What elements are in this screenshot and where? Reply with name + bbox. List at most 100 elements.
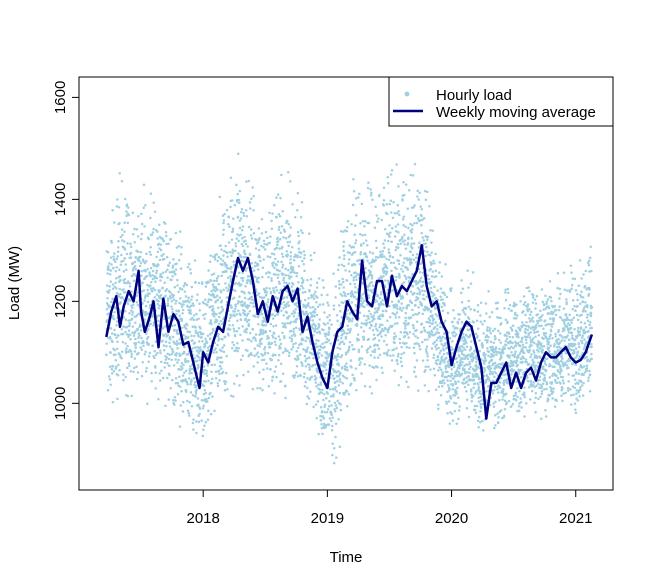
hourly-load-point [308, 378, 312, 382]
hourly-load-point [388, 315, 392, 319]
hourly-load-point [440, 337, 443, 340]
hourly-load-point [335, 374, 339, 378]
hourly-load-point [559, 316, 563, 320]
hourly-load-point [128, 285, 132, 288]
hourly-load-point [284, 305, 288, 309]
hourly-load-point [109, 327, 113, 330]
hourly-load-point [238, 295, 241, 298]
hourly-load-point [460, 321, 464, 324]
hourly-load-point [144, 269, 147, 273]
hourly-load-point [145, 274, 149, 278]
hourly-load-point [564, 313, 568, 316]
hourly-load-point [183, 324, 186, 327]
hourly-load-point [202, 365, 206, 368]
hourly-load-point [284, 347, 287, 351]
hourly-load-point [133, 366, 136, 370]
hourly-load-point [547, 346, 551, 349]
hourly-load-point [242, 260, 246, 263]
hourly-load-point [111, 314, 115, 317]
hourly-load-point [345, 390, 349, 393]
hourly-load-point [435, 362, 439, 366]
hourly-load-point [334, 354, 338, 358]
hourly-load-point [176, 278, 179, 282]
hourly-load-point [131, 262, 135, 265]
hourly-load-point [516, 395, 519, 399]
hourly-load-point [566, 289, 569, 292]
hourly-load-point [542, 327, 545, 331]
hourly-load-point [205, 303, 209, 307]
hourly-load-point [468, 371, 471, 375]
hourly-load-point [282, 314, 285, 317]
hourly-load-point [516, 314, 519, 317]
hourly-load-point [544, 415, 548, 418]
hourly-load-point [437, 385, 441, 388]
hourly-load-point [133, 357, 137, 360]
hourly-load-point [331, 453, 334, 457]
hourly-load-point [294, 326, 298, 329]
hourly-load-point [419, 205, 422, 208]
hourly-load-point [404, 324, 407, 328]
hourly-load-point [355, 388, 358, 392]
hourly-load-point [215, 277, 219, 280]
hourly-load-point [349, 382, 353, 386]
hourly-load-point [463, 370, 467, 373]
hourly-load-point [413, 204, 416, 207]
hourly-load-point [375, 300, 379, 303]
hourly-load-point [157, 314, 161, 317]
hourly-load-point [549, 344, 552, 347]
hourly-load-point [568, 338, 571, 341]
hourly-load-point [307, 301, 310, 305]
hourly-load-point [530, 344, 533, 347]
hourly-load-point [500, 356, 503, 359]
hourly-load-point [159, 279, 162, 282]
hourly-load-point [191, 347, 195, 350]
hourly-load-point [166, 362, 169, 365]
hourly-load-point [376, 366, 379, 369]
hourly-load-point [448, 388, 451, 391]
hourly-load-point [466, 353, 470, 357]
hourly-load-point [109, 383, 112, 386]
hourly-load-point [238, 384, 241, 387]
hourly-load-point [289, 258, 292, 261]
hourly-load-point [125, 268, 128, 271]
hourly-load-point [263, 242, 266, 246]
hourly-load-point [346, 226, 349, 229]
hourly-load-point [244, 317, 248, 321]
hourly-load-point [242, 373, 245, 377]
hourly-load-point [155, 293, 159, 296]
hourly-load-point [232, 217, 235, 220]
hourly-load-point [386, 181, 390, 185]
hourly-load-point [145, 332, 148, 335]
hourly-load-point [571, 308, 574, 311]
hourly-load-point [455, 422, 459, 426]
hourly-load-point [124, 351, 128, 355]
hourly-load-point [538, 324, 541, 328]
hourly-load-point [164, 270, 168, 274]
hourly-load-point [124, 318, 128, 322]
hourly-load-point [451, 419, 455, 422]
hourly-load-point [278, 237, 282, 241]
hourly-load-point [517, 354, 520, 357]
hourly-load-point [398, 337, 402, 341]
hourly-load-point [112, 369, 116, 373]
hourly-load-point [271, 212, 274, 215]
hourly-load-point [252, 209, 255, 212]
hourly-load-point [124, 375, 127, 379]
hourly-load-point [359, 299, 363, 302]
hourly-load-point [395, 311, 399, 314]
hourly-load-point [421, 236, 425, 239]
hourly-load-point [423, 384, 427, 387]
hourly-load-point [545, 382, 549, 386]
hourly-load-point [471, 358, 475, 362]
hourly-load-point [168, 364, 171, 368]
hourly-load-point [178, 338, 181, 341]
hourly-load-point [515, 303, 518, 306]
hourly-load-point [338, 256, 341, 259]
hourly-load-point [561, 379, 565, 382]
hourly-load-point [532, 351, 536, 354]
hourly-load-point [243, 292, 246, 295]
hourly-load-point [223, 335, 227, 339]
hourly-load-point [282, 273, 285, 276]
hourly-load-point [378, 317, 382, 321]
hourly-load-point [221, 346, 224, 349]
